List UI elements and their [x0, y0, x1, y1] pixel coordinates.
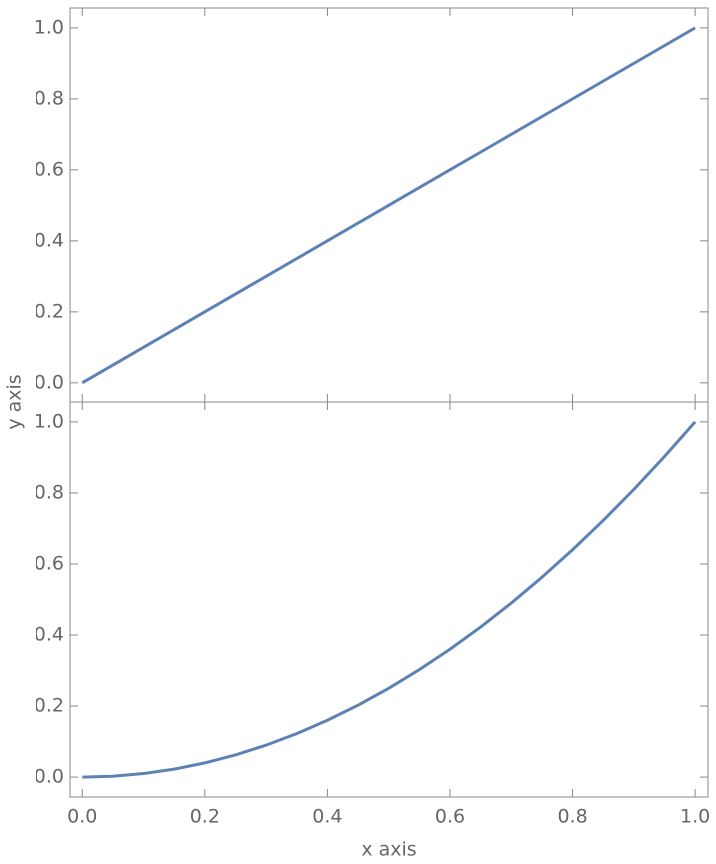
- y-tick-label: 0.4: [34, 624, 64, 646]
- x-tick-label: 0.8: [557, 806, 587, 828]
- y-tick-label: 0.0: [34, 371, 64, 393]
- x-tick-label: 0.4: [312, 806, 342, 828]
- x-tick-label: 0.2: [190, 806, 220, 828]
- x-tick-label: 0.6: [435, 806, 465, 828]
- y-axis-label: y axis: [4, 374, 26, 429]
- x-tick-label: 1.0: [680, 806, 710, 828]
- y-tick-label: 1.0: [34, 410, 64, 432]
- line-series: [82, 420, 697, 779]
- y-tick-label: 0.6: [34, 158, 64, 180]
- y-tick-label: 0.4: [34, 229, 64, 251]
- y-tick-label: 0.8: [34, 87, 64, 109]
- y-tick-label: 1.0: [34, 16, 64, 38]
- plot-frame: [69, 401, 709, 798]
- y-tick-label: 0.2: [34, 695, 64, 717]
- x-axis-label: x axis: [361, 839, 416, 861]
- y-tick-label: 0.2: [34, 300, 64, 322]
- line-series: [81, 26, 696, 385]
- y-tick-label: 0.6: [34, 552, 64, 574]
- x-tick-label: 0.0: [67, 806, 97, 828]
- y-tick-label: 0.8: [34, 481, 64, 503]
- tick-labels: 0.0 0.2 0.4 0.6 0.8 1.0 0.0 0.2 0.4 0.6 0.8 1.0: [34, 16, 64, 788]
- y-tick-label: 0.0: [34, 766, 64, 788]
